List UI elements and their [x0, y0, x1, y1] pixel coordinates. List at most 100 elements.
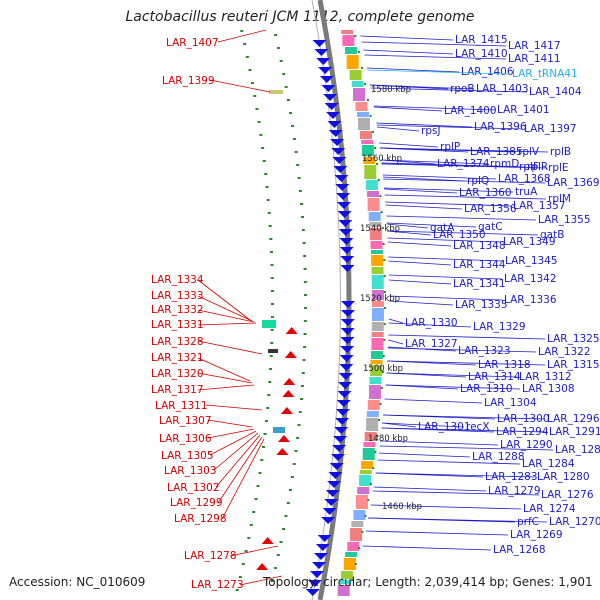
gc-skew-mark [294, 151, 298, 153]
gc-skew-mark [269, 368, 273, 370]
cog-band-segment [361, 461, 374, 469]
map-title: Lactobacillus reuteri JCM 1112, complete… [125, 9, 475, 25]
right-label-connector [388, 318, 404, 324]
right-label-connector [380, 440, 499, 446]
gene-label: LAR_1355 [538, 214, 591, 226]
gc-skew-mark [240, 30, 244, 32]
gc-skew-mark [269, 238, 273, 240]
reverse-gene-arrow [330, 454, 345, 461]
cog-band-segment [355, 102, 368, 111]
outer-track-mark [383, 291, 386, 293]
outer-track-mark [381, 371, 384, 373]
right-label-connector [386, 223, 429, 229]
gc-skew-mark [299, 398, 303, 400]
reverse-gene-arrow [309, 571, 324, 578]
gc-skew-mark [270, 316, 274, 318]
left-label-connector [217, 436, 263, 504]
reverse-gene-arrow [336, 202, 351, 209]
outer-track-mark [361, 531, 364, 533]
gene-label: LAR_1374 [437, 158, 490, 170]
right-label-connector [375, 472, 536, 478]
gc-skew-mark [284, 515, 288, 517]
right-label-connector [383, 178, 546, 184]
reverse-gene-arrow [339, 364, 354, 371]
gc-skew-mark [301, 216, 305, 218]
gc-skew-mark [254, 498, 258, 500]
right-label-connector [388, 334, 546, 340]
outer-track-mark [372, 467, 375, 469]
right-label-connector [388, 339, 404, 345]
cog-band-segment [368, 212, 381, 221]
gc-skew-mark [267, 212, 271, 214]
reverse-gene-arrow [338, 220, 353, 227]
reverse-gene-arrow [340, 265, 355, 272]
reverse-gene-arrow [337, 391, 352, 398]
gene-label: LAR_1305 [161, 450, 214, 462]
left-label-connector [215, 434, 261, 488]
outer-track-mark [358, 547, 361, 549]
gene-label: LAR_1369 [547, 177, 600, 189]
cog-band-segment [355, 495, 368, 509]
cog-band-segment [361, 145, 374, 156]
gene-label: LAR_1288 [472, 451, 525, 463]
gc-skew-mark [302, 242, 306, 244]
gene-label: prfC [517, 516, 539, 528]
gc-skew-mark [270, 342, 274, 344]
gc-skew-mark [235, 589, 239, 591]
gc-skew-mark [276, 554, 280, 556]
left-label-connector [209, 79, 271, 93]
gene-label: LAR_1304 [484, 397, 537, 409]
reverse-gene-arrow [318, 67, 333, 74]
gc-skew-mark [264, 420, 268, 422]
forward-gene-block [268, 349, 278, 353]
cog-band-segment [353, 88, 366, 101]
gc-skew-mark [252, 511, 256, 513]
cog-band-segment [371, 301, 384, 307]
right-label-connector [368, 517, 548, 523]
cog-band-segment [366, 411, 379, 417]
outer-track-mark [364, 515, 367, 517]
gc-skew-mark [267, 394, 271, 396]
gc-skew-mark [241, 563, 245, 565]
gene-label: LAR_1342 [504, 273, 557, 285]
cog-band-segment [366, 418, 379, 431]
gene-label: LAR_1325 [547, 333, 600, 345]
gene-label: LAR_1350 [433, 229, 486, 241]
outer-track-mark [381, 227, 384, 229]
reverse-gene-arrow [338, 382, 353, 389]
gene-label: LAR_1302 [167, 482, 220, 494]
gene-label: LAR_1303 [164, 465, 217, 477]
gene-label: LAR_1417 [508, 40, 561, 52]
gc-skew-mark [261, 147, 265, 149]
kbp-tick: 1540 kbp [360, 224, 400, 234]
gene-label: LAR_1403 [476, 83, 529, 95]
gc-skew-mark [300, 203, 304, 205]
outer-track-mark [383, 339, 386, 341]
cog-band-segment [364, 165, 377, 179]
reverse-strand-track [305, 40, 355, 596]
cog-band-segment [345, 552, 358, 557]
reverse-gene-arrow [340, 301, 355, 308]
reverse-gene-arrow [319, 76, 334, 83]
cog-band-segment [371, 275, 384, 289]
cog-band-segment [351, 81, 364, 87]
cog-band-segment [363, 157, 376, 164]
gc-skew-mark [256, 485, 260, 487]
gc-skew-mark [292, 463, 296, 465]
gc-skew-mark [297, 177, 301, 179]
reverse-gene-arrow [333, 166, 348, 173]
gc-skew-mark [266, 199, 270, 201]
kbp-tick: 1460 kbp [382, 502, 422, 512]
gc-skew-mark [268, 381, 272, 383]
right-label-connector [388, 295, 503, 301]
right-label-connector [381, 427, 548, 433]
forward-strand-track [256, 90, 298, 570]
gc-skew-mark [270, 303, 274, 305]
kbp-tick: 1500 kbp [363, 364, 403, 374]
gc-skew-mark [303, 307, 307, 309]
gene-label: LAR_1357 [513, 200, 566, 212]
gene-label: LAR_1322 [538, 346, 591, 358]
gc-skew-mark [243, 43, 247, 45]
gene-label: LAR_1308 [522, 383, 575, 395]
